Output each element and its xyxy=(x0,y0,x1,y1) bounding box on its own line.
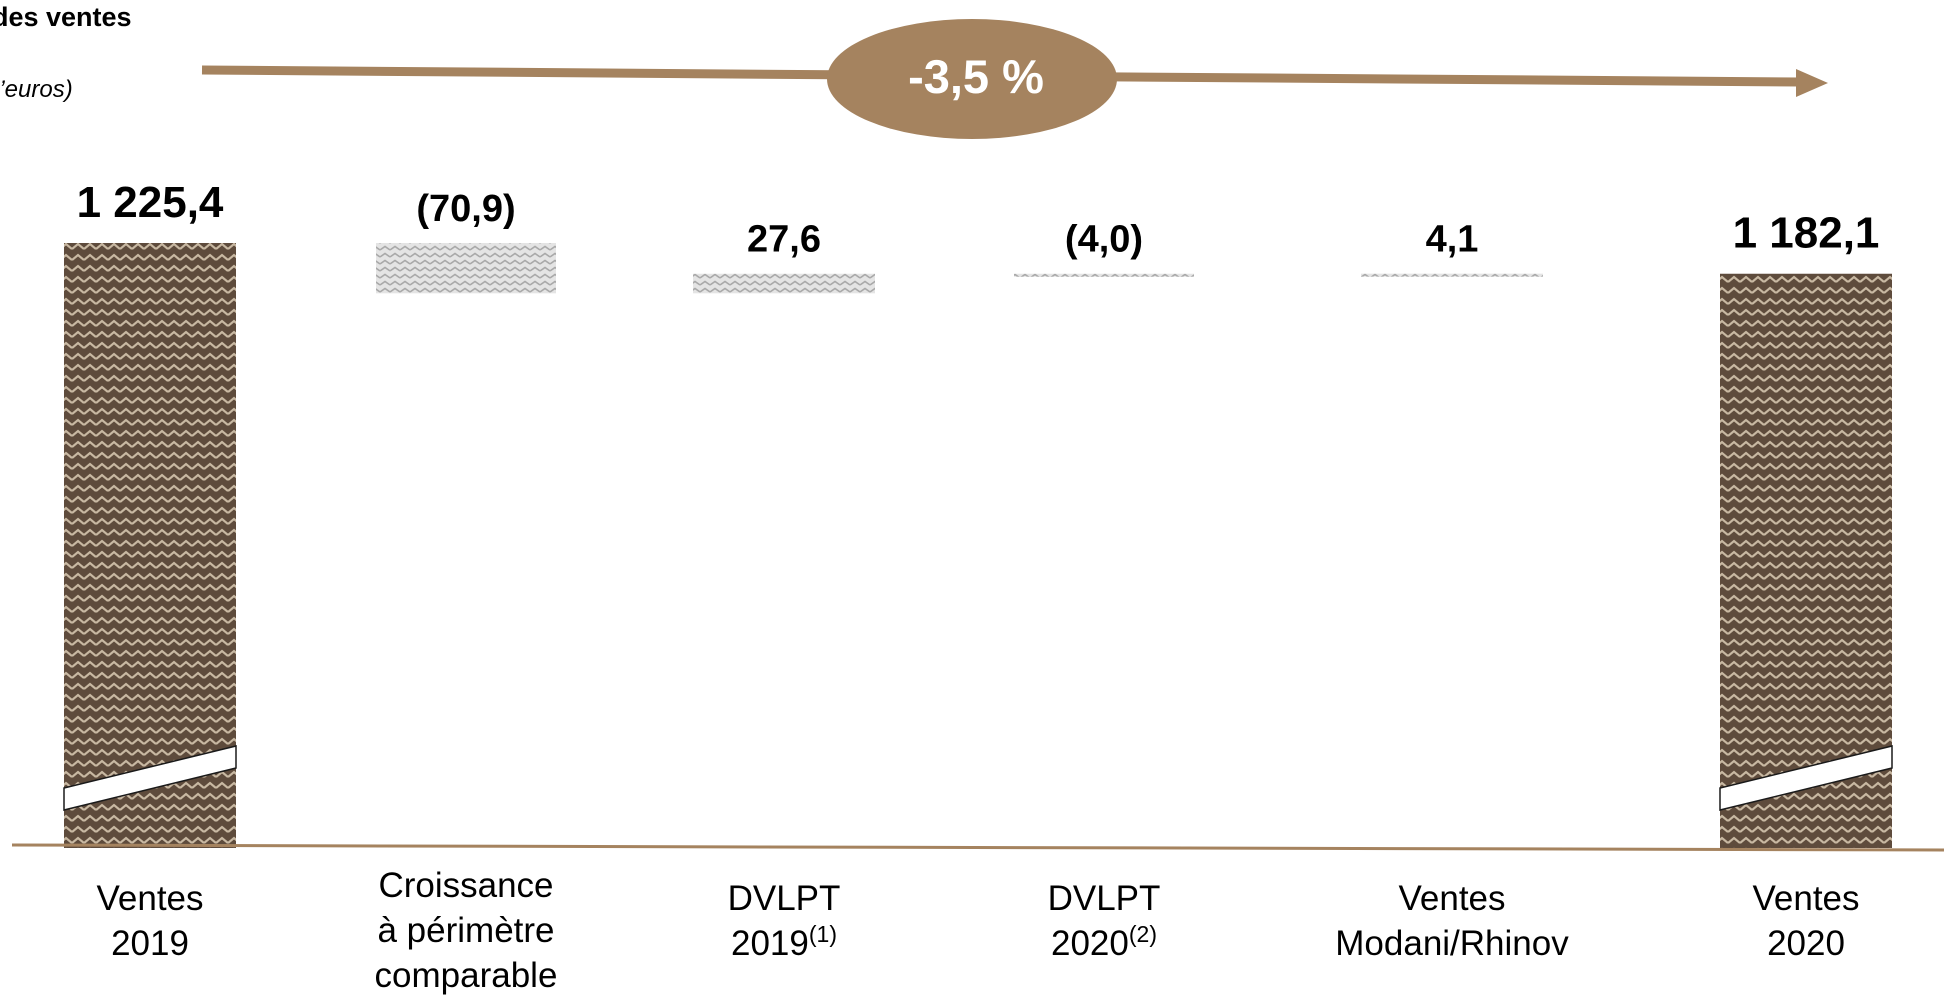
bar-delta xyxy=(1014,273,1194,277)
axis-break-mark xyxy=(63,745,237,811)
category-label: 2019(1) xyxy=(731,921,837,963)
data-label: 1 225,4 xyxy=(77,178,224,227)
category-label: Modani/Rhinov xyxy=(1335,924,1569,963)
category-label: DVLPT xyxy=(1048,879,1161,918)
data-label: (4,0) xyxy=(1065,219,1143,261)
category-label: à périmètre xyxy=(377,911,554,950)
data-label: 4,1 xyxy=(1426,219,1479,261)
x-axis-baseline xyxy=(11,843,1944,852)
growth-badge-label: -3,5 % xyxy=(908,50,1044,103)
category-label: Ventes xyxy=(1398,879,1505,918)
bar-delta xyxy=(376,243,556,294)
category-label: comparable xyxy=(375,956,558,995)
bar-total xyxy=(64,243,236,848)
chart-unit-label: l’euros) xyxy=(0,76,73,103)
category-label: DVLPT xyxy=(728,879,841,918)
chart-title: des ventes xyxy=(0,2,132,32)
category-label: 2020(2) xyxy=(1051,921,1157,963)
category-label: Ventes xyxy=(96,879,203,918)
category-label: Ventes xyxy=(1752,879,1859,918)
category-label: 2020 xyxy=(1767,924,1845,963)
category-label: Croissance xyxy=(378,866,553,905)
category-label: 2019 xyxy=(111,924,189,963)
data-label: 1 182,1 xyxy=(1733,209,1880,258)
bar-delta xyxy=(1361,273,1543,277)
growth-arrow-head xyxy=(1796,69,1828,97)
data-label: 27,6 xyxy=(747,219,821,261)
axis-break-mark xyxy=(1719,745,1893,811)
growth-badge xyxy=(827,19,1117,139)
bar-delta xyxy=(693,273,875,294)
data-label: (70,9) xyxy=(416,188,515,230)
